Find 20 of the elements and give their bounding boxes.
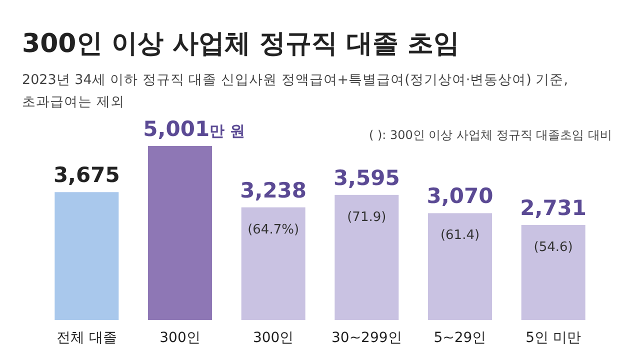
data-label: 3,595 <box>333 166 400 190</box>
subtitle: 초과급여는 제외 <box>22 94 124 110</box>
data-label: 3,675 <box>53 163 120 188</box>
category: 5인 미만 <box>526 330 582 346</box>
data-label: 2,731 <box>520 196 587 220</box>
category: 5~29인 <box>434 330 486 346</box>
data-label: 3,238 <box>240 178 307 202</box>
data-label: 5,001만 원 <box>143 117 245 141</box>
annotation: (61.4) <box>440 228 480 244</box>
category: 30~299인 <box>332 330 402 346</box>
title: 300인 이상 사업체 정규직 대졸 초임 <box>22 29 460 59</box>
annotation: (54.6) <box>534 240 573 255</box>
subtitle: 2023년 34세 이하 정규직 대졸 신입사원 정액급여+특별급여(정기상여·변동상여) 기준, <box>22 72 568 88</box>
data-label: 3,070 <box>426 184 494 208</box>
annotation: ( ): 300인 이상 사업체 정규직 대졸초임 대비 <box>368 128 612 142</box>
category: 전체 대졸 <box>56 330 117 346</box>
category: 300인 <box>160 330 200 346</box>
annotation: (71.9) <box>347 210 386 225</box>
annotation: (64.7%) <box>248 222 300 238</box>
category: 300인 <box>252 330 294 346</box>
